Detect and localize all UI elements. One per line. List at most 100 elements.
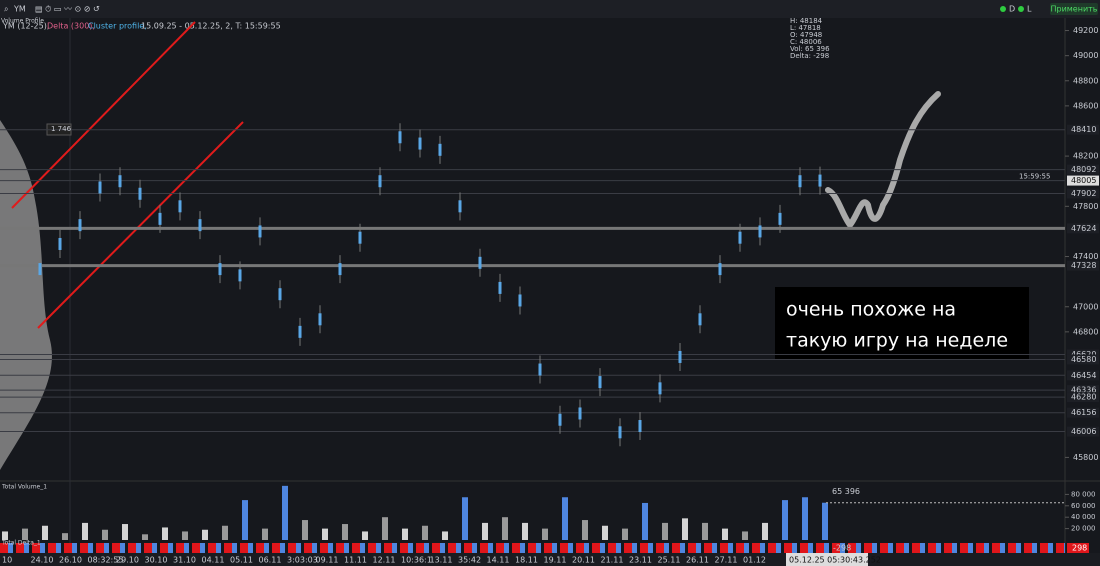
date-label: 14.11 [487, 556, 510, 565]
volume-bar [82, 522, 88, 540]
date-label: 27.11 [715, 556, 738, 565]
volume-profile [0, 120, 52, 470]
volume-bar [562, 497, 568, 540]
volume-bar [222, 525, 228, 540]
level-box [1067, 188, 1099, 199]
status-dot [1000, 6, 1006, 12]
candle [658, 382, 662, 395]
candle [338, 263, 342, 276]
drawing [825, 91, 941, 230]
level-box [1067, 385, 1099, 396]
volume-bar [582, 520, 588, 540]
info-profile: Cluster profile, [88, 22, 147, 31]
date-label: 30.10 [145, 556, 168, 565]
date-label: 35:42 [458, 556, 481, 565]
level-label: 48092 [1071, 165, 1096, 174]
candle [178, 200, 182, 213]
volume-bar [482, 522, 488, 540]
level-box [1067, 354, 1099, 365]
date-label: 19.11 [544, 556, 567, 565]
date-label: 18.11 [515, 556, 538, 565]
level-label: 46620 [1071, 350, 1096, 359]
candle [578, 407, 582, 420]
delta-last: -298 [833, 544, 851, 553]
volume-title: Total Volume_1 [1, 484, 47, 491]
volume-bar [322, 528, 328, 540]
candle [758, 225, 762, 238]
candle [78, 219, 82, 232]
level-label: 46454 [1071, 371, 1096, 380]
volume-bar [382, 517, 388, 540]
level-label: 47624 [1071, 224, 1096, 233]
candle [718, 263, 722, 276]
candle [438, 143, 442, 156]
ohlc-line: Delta: -298 [790, 52, 829, 60]
candle [698, 313, 702, 326]
volume-bar [802, 497, 808, 540]
candle [278, 288, 282, 301]
candle [138, 187, 142, 200]
volume-tick-label: 80 000 [1071, 490, 1096, 498]
tool-icons[interactable]: ▤ ⏱ ▭ 〰 ⊙ ⊘ ↺ [35, 5, 100, 14]
symbol[interactable]: YM [13, 5, 26, 14]
date-label: 29.10 [116, 556, 139, 565]
y-tick-label: 48800 [1073, 76, 1098, 85]
volume-bar [302, 520, 308, 540]
volume-bar [282, 485, 288, 540]
level-box [1067, 392, 1099, 403]
date-label: 3:03:03 [287, 556, 318, 565]
level-label: 46336 [1071, 386, 1096, 395]
candle [478, 256, 482, 269]
date-label: 11.11 [344, 556, 367, 565]
candle [118, 175, 122, 188]
date-label: 10 [2, 556, 12, 565]
status-dot [1018, 6, 1024, 12]
candle [218, 263, 222, 276]
volume-bar [722, 528, 728, 540]
volume-bar [42, 525, 48, 540]
candle [98, 181, 102, 194]
date-label: 26.10 [59, 556, 82, 565]
volume-bar [22, 528, 28, 540]
date-label: 13.11 [430, 556, 453, 565]
candle [258, 225, 262, 238]
mode-l[interactable]: L [1027, 5, 1032, 14]
date-label: 12.11 [373, 556, 396, 565]
ohlc-line: O: 47948 [790, 31, 822, 39]
date-label: 20.11 [572, 556, 595, 565]
date-label: 08:32:55 [88, 556, 124, 565]
level-label: 46006 [1071, 427, 1096, 436]
mode-d[interactable]: D [1009, 5, 1015, 14]
level-box [1067, 164, 1099, 175]
y-tick-label: 47800 [1073, 202, 1098, 211]
apply-button[interactable] [1050, 3, 1098, 15]
apply-label[interactable]: Применить [1050, 5, 1097, 14]
volume-bar [502, 517, 508, 540]
level-box [1067, 426, 1099, 437]
marker-label: 1 746 [51, 125, 72, 133]
candle [618, 426, 622, 439]
volume-bar [182, 531, 188, 540]
info-range: 15.09.25 - 05.12.25, 2, T: 15:59:55 [141, 22, 281, 31]
y-tick-label: 47400 [1073, 252, 1098, 261]
volume-bar [2, 531, 8, 540]
volume-bar [642, 502, 648, 540]
y-tick-label: 47000 [1073, 302, 1098, 311]
volume-bar [102, 529, 108, 540]
level-label: 46156 [1071, 408, 1096, 417]
volume-bar [602, 525, 608, 540]
level-box [1067, 370, 1099, 381]
trend-line [11, 21, 196, 209]
candle [298, 325, 302, 338]
volume-bar [822, 502, 828, 540]
candle [458, 200, 462, 213]
volume-bar [762, 522, 768, 540]
y-tick-label: 48600 [1073, 101, 1098, 110]
date-label: 10:36:1 [401, 556, 432, 565]
level-box [1067, 175, 1099, 186]
date-label: 24.10 [31, 556, 54, 565]
volume-bar [622, 528, 628, 540]
volume-bar [122, 524, 128, 540]
delta-title: Total Delta_1 [1, 540, 41, 547]
level-label: 48005 [1071, 176, 1096, 185]
